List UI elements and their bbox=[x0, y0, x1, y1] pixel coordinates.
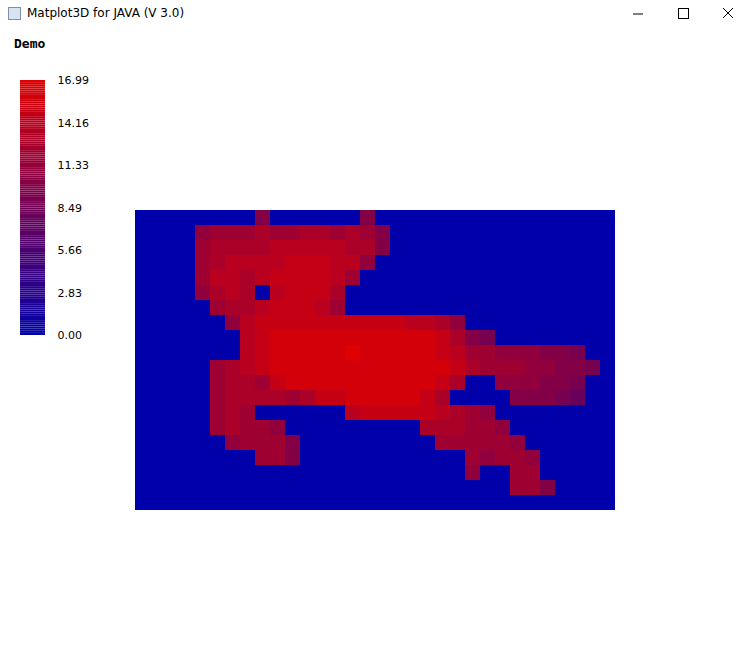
svg-text:0.00: 0.00 bbox=[58, 329, 83, 342]
svg-text:2.83: 2.83 bbox=[58, 287, 83, 300]
html-text:Demo: Demo bbox=[14, 36, 46, 51]
svg-text:8.49: 8.49 bbox=[58, 202, 83, 215]
svg-text:11.33: 11.33 bbox=[58, 159, 90, 172]
svg-text:5.66: 5.66 bbox=[58, 244, 83, 257]
svg-text:16.99: 16.99 bbox=[58, 74, 90, 87]
html-text:Matplot3D for JAVA (V 3.0): Matplot3D for JAVA (V 3.0) bbox=[27, 6, 185, 20]
svg-text:14.16: 14.16 bbox=[58, 116, 90, 129]
